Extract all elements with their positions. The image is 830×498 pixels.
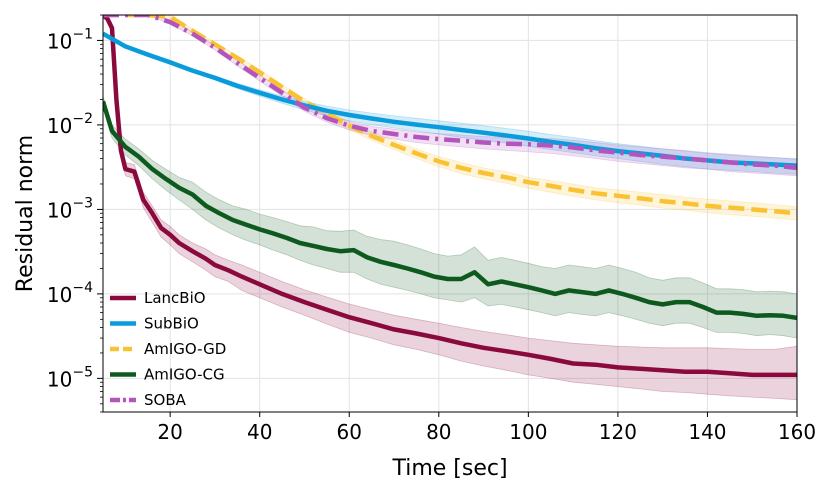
y-tick-label: 10−2 — [47, 111, 93, 138]
y-tick-label: 10−3 — [47, 195, 93, 222]
series-lines — [103, 15, 797, 378]
x-tick-label-120: 120 — [599, 420, 637, 444]
x-tick-label-40: 40 — [247, 420, 272, 444]
x-axis-label: Time [sec] — [391, 456, 507, 481]
y-tick-label: 10−4 — [47, 280, 93, 307]
band-amigo-gd — [103, 15, 797, 221]
y-axis-label: Residual norm — [13, 135, 38, 292]
x-tick-label-80: 80 — [426, 420, 451, 444]
legend: LancBiO SubBiO AmIGO-GD AmIGO-CG SOBA — [110, 289, 226, 409]
x-tick-label-100: 100 — [509, 420, 547, 444]
y-tick-label: 10−1 — [47, 26, 93, 53]
line-amigo-cg — [103, 100, 797, 321]
legend-label-soba: SOBA — [144, 391, 187, 409]
x-tick-label-140: 140 — [688, 420, 726, 444]
x-tick-label-160: 160 — [778, 420, 816, 444]
x-tick-label-60: 60 — [337, 420, 362, 444]
line-subbio — [103, 31, 797, 168]
axis-ticks: 20 40 60 80 100 120 140 160 10−1 10−2 10−3 10−4 10−5 — [47, 14, 816, 444]
x-tick-label-20: 20 — [157, 420, 182, 444]
band-amigo-cg — [103, 95, 797, 339]
legend-label-lancbio: LancBiO — [144, 289, 206, 307]
y-tick-label: 10−5 — [47, 364, 93, 391]
line-soba — [103, 15, 797, 171]
grid — [103, 15, 798, 412]
line-lancbio — [103, 15, 797, 378]
legend-label-subbio: SubBiO — [144, 315, 199, 333]
band-soba — [103, 15, 797, 177]
line-amigo-gd — [103, 15, 797, 216]
band-lancbio — [103, 15, 797, 401]
legend-label-amigo-gd: AmIGO-GD — [144, 340, 226, 358]
legend-label-amigo-cg: AmIGO-CG — [144, 366, 225, 384]
